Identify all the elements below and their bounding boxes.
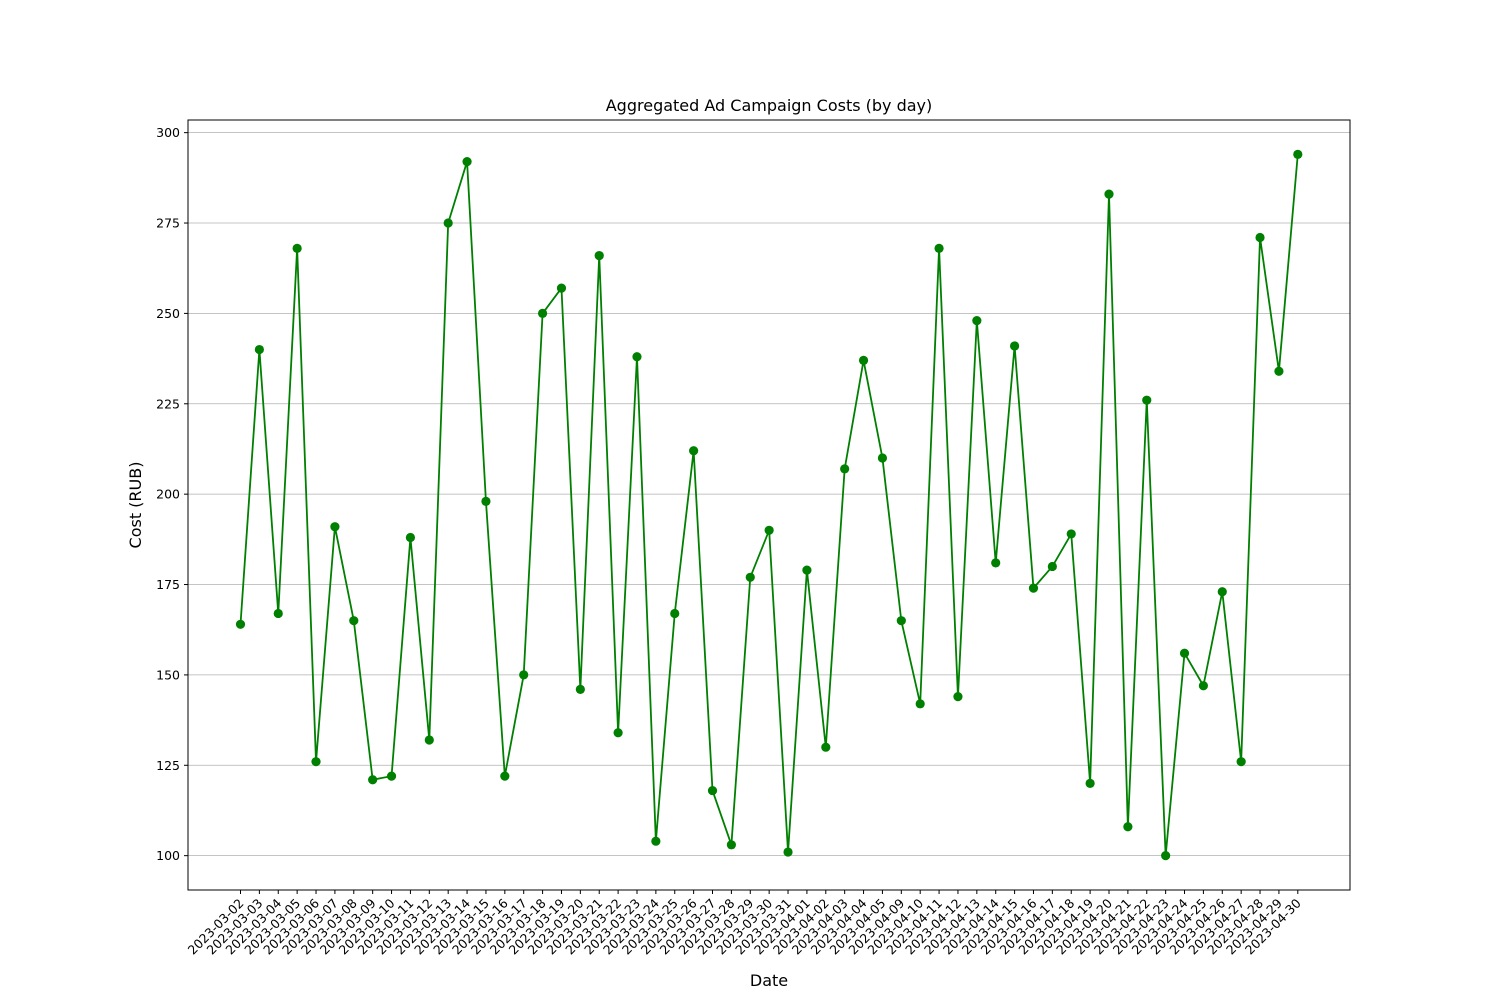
data-point [1104, 189, 1114, 199]
data-point [1274, 366, 1284, 376]
data-point [934, 243, 944, 253]
data-point [1085, 778, 1095, 788]
data-point [670, 608, 680, 619]
y-tick-label: 175 [156, 577, 180, 592]
data-point [915, 699, 925, 709]
data-point [689, 446, 699, 456]
data-point [1179, 648, 1190, 658]
data-point [991, 558, 1001, 568]
data-point [1161, 851, 1171, 861]
y-tick-label: 150 [156, 667, 180, 682]
data-point [1028, 583, 1039, 593]
data-point [254, 344, 264, 355]
data-point [330, 522, 340, 532]
data-point [273, 608, 283, 619]
y-axis-title: Cost (RUB) [126, 462, 145, 549]
data-point [877, 453, 888, 463]
series-points [235, 149, 1303, 861]
data-point [386, 771, 397, 781]
data-point [500, 771, 510, 781]
data-point [953, 691, 963, 702]
data-point [896, 616, 906, 626]
chart-title: Aggregated Ad Campaign Costs (by day) [606, 96, 933, 115]
data-point [613, 728, 623, 738]
data-point [1009, 341, 1020, 351]
data-point [594, 250, 604, 261]
data-point [783, 847, 793, 857]
data-point [235, 619, 246, 629]
data-point [575, 684, 585, 694]
data-point [424, 735, 434, 745]
data-point [1236, 757, 1246, 767]
data-point [726, 840, 736, 850]
data-point [745, 572, 755, 582]
y-axis-ticks: 100 125 150 175 200 225 250 275 300 [156, 125, 188, 863]
y-tick-label: 100 [156, 848, 180, 863]
data-point [840, 464, 850, 474]
data-point [1066, 529, 1076, 539]
data-point [1142, 395, 1152, 405]
data-point [651, 836, 661, 846]
gridlines [188, 132, 1350, 857]
data-point [349, 616, 359, 626]
data-point [1047, 561, 1057, 572]
x-axis-ticks: 2023-03-022023-03-032023-03-042023-03-05… [185, 890, 1304, 957]
data-point [1217, 587, 1227, 597]
data-point [632, 352, 642, 362]
data-point [972, 316, 982, 326]
data-point [858, 355, 869, 365]
data-point [764, 525, 774, 535]
data-point [1123, 822, 1133, 832]
data-point [519, 670, 529, 680]
data-point [556, 283, 567, 293]
x-axis-title: Date [750, 971, 788, 990]
y-tick-label: 125 [156, 758, 180, 773]
data-point [443, 218, 453, 228]
data-point [292, 243, 302, 253]
y-tick-label: 275 [156, 216, 180, 231]
data-point [405, 532, 416, 543]
data-point [462, 156, 472, 167]
y-tick-label: 300 [156, 125, 180, 140]
data-point [821, 742, 831, 752]
data-point [368, 775, 378, 785]
y-tick-label: 200 [156, 487, 180, 502]
data-point [802, 565, 812, 575]
data-point [481, 496, 491, 506]
y-tick-label: 225 [156, 396, 180, 411]
data-point [537, 308, 548, 319]
data-point [1293, 149, 1303, 159]
data-point [1198, 681, 1208, 691]
data-point [1255, 232, 1265, 243]
data-point [311, 757, 321, 767]
y-tick-label: 250 [156, 306, 180, 321]
data-point [707, 785, 718, 796]
